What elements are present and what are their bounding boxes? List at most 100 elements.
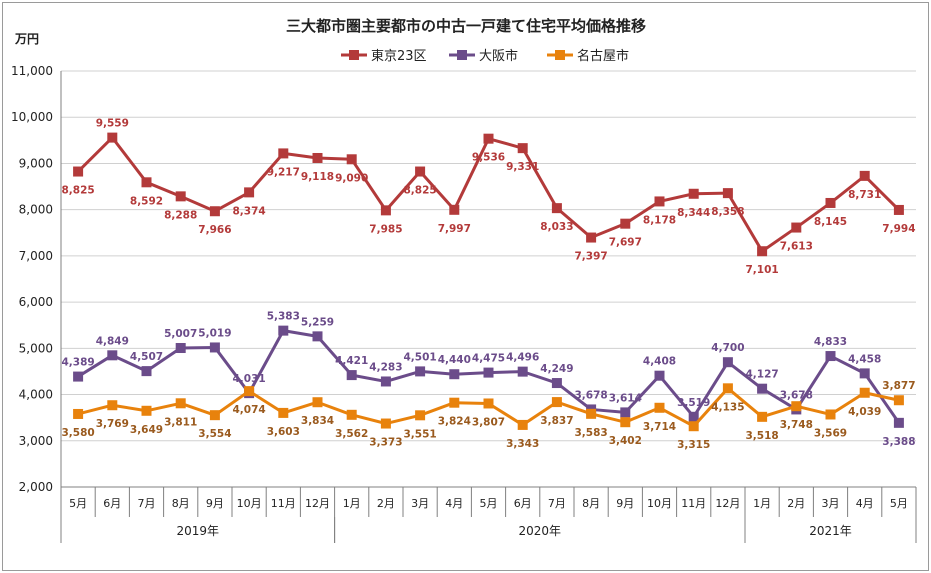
- data-label: 8,592: [130, 195, 163, 207]
- data-label: 7,101: [745, 264, 778, 276]
- data-point-marker: [449, 397, 460, 408]
- data-label: 7,697: [609, 237, 642, 249]
- data-label: 8,731: [848, 189, 881, 201]
- x-tick-label: 8月: [582, 497, 600, 510]
- data-point-marker: [107, 350, 118, 361]
- data-label: 3,877: [882, 380, 915, 392]
- data-point-marker: [141, 366, 152, 377]
- data-point-marker: [517, 366, 528, 377]
- data-point-marker: [688, 421, 699, 432]
- x-tick-label: 10月: [237, 497, 262, 510]
- data-label: 3,714: [643, 421, 676, 433]
- data-point-marker: [517, 419, 528, 430]
- year-group-label: 2019年: [177, 524, 220, 538]
- y-tick-label: 5,000: [19, 341, 53, 355]
- data-point-marker: [688, 188, 699, 199]
- data-label: 3,373: [369, 437, 402, 449]
- legend: 東京23区 大阪市 名古屋市: [341, 48, 629, 64]
- x-tick-label: 5月: [69, 497, 87, 510]
- y-tick-label: 3,000: [19, 434, 53, 448]
- data-point-marker: [175, 191, 186, 202]
- year-group-label: 2021年: [809, 524, 852, 538]
- data-point-marker: [654, 196, 665, 207]
- data-point-marker: [107, 400, 118, 411]
- data-label: 5,383: [267, 311, 300, 323]
- x-tick-label: 4月: [445, 497, 463, 510]
- data-label: 3,519: [677, 397, 710, 409]
- data-label: 4,507: [130, 351, 163, 363]
- data-label: 8,825: [61, 185, 94, 197]
- data-point-marker: [757, 246, 768, 257]
- y-tick-label: 8,000: [19, 203, 53, 217]
- data-label: 3,678: [780, 389, 813, 401]
- x-tick-label: 9月: [206, 497, 224, 510]
- y-axis-unit-label: 万円: [14, 32, 39, 46]
- data-label: 4,039: [848, 406, 881, 418]
- data-point-marker: [415, 166, 426, 177]
- data-point-marker: [209, 410, 220, 421]
- data-label: 3,834: [301, 415, 334, 427]
- data-label: 3,562: [335, 428, 368, 440]
- data-label: 4,833: [814, 336, 847, 348]
- data-label: 4,074: [232, 404, 265, 416]
- data-point-marker: [654, 402, 665, 413]
- data-label: 3,554: [198, 428, 231, 440]
- data-point-marker: [859, 170, 870, 181]
- legend-marker: [555, 50, 565, 60]
- data-point-marker: [757, 411, 768, 422]
- legend-label: 名古屋市: [577, 48, 629, 64]
- x-tick-label: 8月: [172, 497, 190, 510]
- data-point-marker: [141, 177, 152, 188]
- data-point-marker: [620, 407, 631, 418]
- data-point-marker: [278, 407, 289, 418]
- data-point-marker: [483, 133, 494, 144]
- data-label: 3,580: [61, 427, 94, 439]
- data-label: 3,343: [506, 438, 539, 450]
- data-point-marker: [825, 409, 836, 420]
- x-tick-label: 7月: [138, 497, 156, 510]
- y-tick-label: 9,000: [19, 156, 53, 170]
- data-point-marker: [175, 398, 186, 409]
- data-point-marker: [380, 205, 391, 216]
- x-tick-label: 9月: [616, 497, 634, 510]
- data-label: 4,031: [232, 373, 265, 385]
- data-label: 3,678: [574, 389, 607, 401]
- data-point-marker: [415, 410, 426, 421]
- data-label: 7,613: [780, 241, 813, 253]
- data-label: 3,769: [96, 418, 129, 430]
- data-label: 9,536: [472, 152, 505, 164]
- data-label: 3,388: [882, 436, 915, 448]
- data-point-marker: [586, 232, 597, 243]
- line-chart: 三大都市圏主要都市の中古一戸建て住宅平均価格推移 万円 東京23区 大阪市 名古屋市…: [11, 17, 917, 543]
- legend-label: 大阪市: [479, 48, 518, 64]
- data-point-marker: [722, 188, 733, 199]
- data-point-marker: [278, 148, 289, 159]
- data-label: 4,849: [96, 335, 129, 347]
- data-label: 5,019: [198, 327, 231, 339]
- x-tick-label: 11月: [681, 497, 706, 510]
- data-label: 3,649: [130, 424, 163, 436]
- data-point-marker: [312, 331, 323, 342]
- data-point-marker: [244, 386, 255, 397]
- data-label: 4,408: [643, 356, 676, 368]
- data-point-marker: [449, 369, 460, 380]
- x-tick-label: 12月: [715, 497, 740, 510]
- data-point-marker: [791, 222, 802, 233]
- data-point-marker: [551, 378, 562, 389]
- axes: 2,000 3,000 4,000 5,000 6,000 7,000 8,000 9,000…: [11, 64, 917, 543]
- data-label: 8,145: [814, 216, 847, 228]
- data-label: 4,501: [403, 351, 436, 363]
- data-point-marker: [722, 383, 733, 394]
- data-label: 3,824: [438, 416, 471, 428]
- data-point-marker: [859, 387, 870, 398]
- data-point-marker: [449, 204, 460, 215]
- y-tick-label: 10,000: [11, 110, 53, 124]
- data-label: 4,475: [472, 353, 505, 365]
- data-point-marker: [73, 166, 84, 177]
- data-label: 9,559: [96, 118, 129, 130]
- data-label: 4,440: [438, 354, 471, 366]
- data-label: 4,458: [848, 353, 881, 365]
